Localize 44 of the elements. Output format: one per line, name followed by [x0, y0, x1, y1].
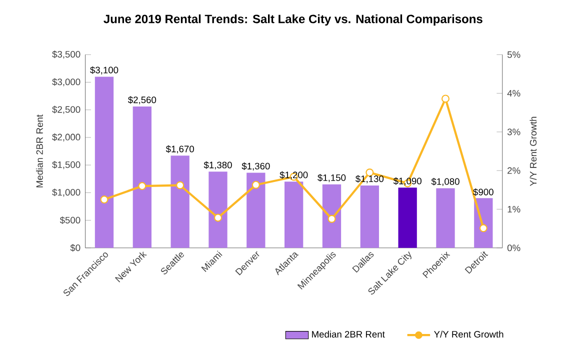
point [214, 214, 222, 222]
y-tick-label: $1,500 [52, 161, 80, 170]
legend-label: Median 2BR Rent [312, 330, 385, 338]
legend-label: Y/Y Rent Growth [434, 330, 504, 338]
y2-tick-label: 3% [507, 128, 520, 136]
point [252, 180, 260, 189]
y2-tick-label: 5% [507, 51, 520, 58]
data-label: $2,560 [128, 96, 156, 104]
data-label: $1,360 [242, 162, 270, 171]
y-axis-title: Median 2BR Rent [36, 114, 43, 188]
y-tick-label: $0 [70, 244, 80, 252]
data-label: $1,380 [204, 161, 232, 170]
bar [436, 188, 455, 248]
bar [94, 76, 114, 248]
y2-axis-title: Y/Y Rent Growth [530, 116, 537, 186]
point [442, 94, 450, 103]
y2-tick-label: 0% [507, 244, 520, 252]
point [100, 196, 108, 204]
point [176, 181, 184, 190]
y2-tick-label: 4% [507, 90, 520, 97]
y2-tick-label: 1% [508, 206, 520, 213]
point [328, 214, 336, 223]
bar [208, 172, 228, 248]
y-tick-label: $3,500 [52, 50, 80, 59]
data-label: $1,080 [431, 178, 460, 186]
bar [398, 188, 417, 248]
y-tick-label: $2,500 [52, 106, 80, 114]
y-tick-label: $2,000 [52, 134, 80, 142]
chart-title: June 2019 Rental Trends: Salt Lake City vs. National Comparisons [104, 14, 482, 26]
point [138, 182, 146, 190]
y2-tick-label: 2% [508, 167, 520, 174]
y-tick-label: $500 [60, 216, 80, 224]
data-label: $1,670 [166, 145, 194, 154]
bar [322, 184, 342, 248]
data-label: $1,150 [318, 174, 346, 182]
y-tick-label: $1,000 [52, 188, 80, 197]
bar [360, 186, 379, 248]
bar [246, 172, 266, 248]
point [479, 224, 488, 232]
bar [132, 106, 152, 248]
y-tick-label: $3,000 [52, 78, 80, 86]
bar [284, 182, 304, 248]
bar [170, 156, 190, 248]
data-label: $3,100 [90, 66, 118, 75]
